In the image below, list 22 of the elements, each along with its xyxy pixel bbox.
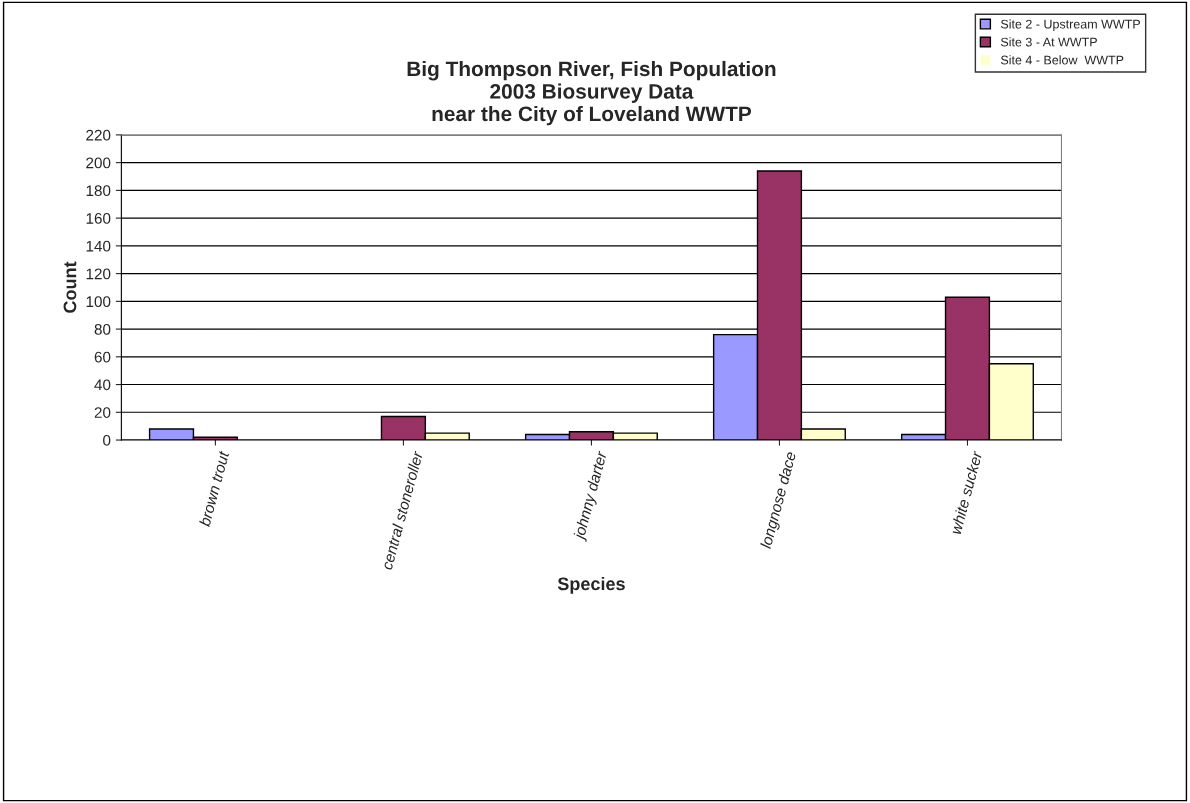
y-tick-label: 0 — [103, 434, 111, 446]
y-tick-label: 140 — [86, 240, 111, 252]
y-tick-label: 20 — [94, 407, 111, 418]
x-tick-label: johnny darter — [572, 449, 610, 542]
y-tick-label: 200 — [86, 157, 111, 169]
x-axis-title: Species — [557, 576, 625, 594]
x-tick-label: brown trout — [198, 449, 230, 527]
legend-label: Site 2 - Upstream WWTP — [1000, 19, 1141, 31]
y-tick-label: 160 — [86, 212, 111, 224]
y-tick-label: 120 — [86, 268, 111, 280]
y-axis-title: Count — [63, 261, 77, 313]
legend-label: Site 3 - At WWTP — [1000, 37, 1097, 47]
y-tick-label: 80 — [94, 323, 111, 335]
legend-label: Site 4 - Below WWTP — [1000, 55, 1124, 65]
x-tick-label: central stoneroller — [380, 449, 424, 571]
y-tick-label: 100 — [86, 296, 111, 308]
x-tick-label: white sucker — [949, 449, 983, 535]
y-tick-label: 220 — [86, 129, 111, 141]
y-tick-label: 60 — [94, 351, 111, 363]
y-tick-label: 180 — [86, 185, 111, 197]
chart-title: Big Thompson River, Fish Population 2003 Biosurvey Data near the City of Loveland WWTP — [407, 60, 776, 126]
y-tick-label: 40 — [94, 379, 111, 391]
